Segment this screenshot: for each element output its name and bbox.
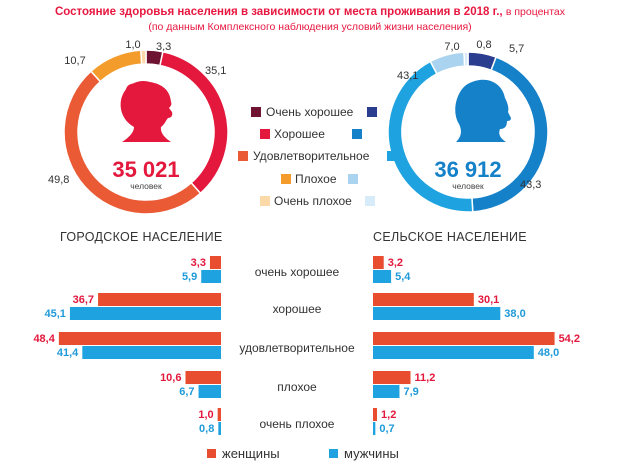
- men-donut-slice-label-1: 43,3: [520, 179, 541, 191]
- women-donut-slice-label-2: 49,8: [48, 174, 69, 186]
- urban-women-bar-2: [58, 332, 221, 345]
- legend-women-swatch-1: [260, 129, 270, 139]
- legend-label-1: Хорошее: [274, 127, 325, 141]
- legend-men-swatch-1: [352, 129, 362, 139]
- urban-women-value-2: 48,4: [33, 333, 55, 345]
- urban-men-value-0: 5,9: [182, 271, 197, 283]
- women-donut-slice-label-0: 3,3: [156, 41, 171, 53]
- women-legend-label: женщины: [222, 446, 280, 461]
- category-label-3: плохое: [277, 380, 317, 394]
- donut-women: 3,3 35,1 49,8 10,7 1,0: [48, 39, 229, 215]
- rural-women-value-1: 30,1: [478, 294, 499, 306]
- rural-women-bar-3: [373, 371, 411, 384]
- rural-women-bar-1: [373, 293, 474, 306]
- men-donut-slice-label-4: 0,8: [476, 39, 491, 51]
- male-head-icon: [455, 79, 511, 142]
- legend-women-swatch-0: [251, 107, 261, 117]
- urban-men-value-3: 6,7: [179, 386, 194, 398]
- rural-men-value-4: 0,7: [379, 423, 394, 435]
- legend-label-4: Очень плохое: [274, 194, 352, 208]
- rural-women-bar-2: [373, 332, 555, 345]
- rural-men-value-0: 5,4: [395, 271, 411, 283]
- urban-women-bar-3: [185, 371, 221, 384]
- female-head-icon: [120, 80, 173, 142]
- rural-men-bar-0: [373, 270, 392, 283]
- rural-men-value-3: 7,9: [403, 386, 418, 398]
- rural-women-bar-0: [373, 256, 384, 269]
- category-label-1: хорошее: [273, 302, 322, 316]
- rural-men-bar-4: [373, 422, 376, 435]
- women-donut-slice-label-4: 1,0: [125, 39, 140, 51]
- center-legend: Очень хорошее Хорошее Удовлетворительное Пл…: [238, 105, 397, 208]
- legend-men-swatch-4: [365, 196, 375, 206]
- men-total-label: человек: [452, 181, 484, 191]
- urban-women-bar-1: [98, 293, 221, 306]
- rural-women-value-0: 3,2: [388, 257, 403, 269]
- rural-men-value-1: 38,0: [504, 308, 525, 320]
- urban-men-value-4: 0,8: [199, 423, 214, 435]
- urban-men-bar-2: [82, 346, 221, 359]
- chart-title: Состояние здоровья населения в зависимос…: [0, 6, 620, 18]
- bar-charts: очень хорошее хорошее удовлетворительное пл…: [33, 256, 580, 435]
- rural-men-value-2: 48,0: [538, 347, 559, 359]
- urban-women-value-0: 3,3: [191, 257, 206, 269]
- men-donut-slice-label-2: 43,1: [397, 70, 418, 82]
- category-label-2: удовлетворительное: [239, 341, 355, 355]
- women-total-value: 35 021: [112, 157, 179, 182]
- legend-label-3: Плохое: [295, 172, 337, 186]
- urban-women-value-1: 36,7: [73, 294, 94, 306]
- chart-subtitle: (по данным Комплексного наблюдения услов…: [148, 21, 472, 33]
- women-donut-slice-3: [89, 49, 143, 83]
- men-legend-swatch: [329, 449, 338, 458]
- urban-men-bar-3: [198, 385, 221, 398]
- women-donut-slice-4: [140, 49, 147, 65]
- chart-title-text: Состояние здоровья населения в зависимос…: [54, 6, 503, 18]
- rural-women-value-2: 54,2: [559, 333, 580, 345]
- rural-women-value-3: 11,2: [415, 372, 436, 384]
- legend-men-swatch-3: [348, 174, 358, 184]
- urban-men-value-2: 41,4: [57, 347, 79, 359]
- men-donut-slice-3: [429, 51, 466, 75]
- men-donut-slice-4: [463, 51, 469, 67]
- rural-men-bar-3: [373, 385, 400, 398]
- men-legend-label: мужчины: [344, 446, 399, 461]
- women-total-label: человек: [130, 181, 162, 191]
- urban-women-value-3: 10,6: [160, 372, 181, 384]
- category-label-4: очень плохое: [260, 417, 335, 431]
- women-donut-slice-label-1: 35,1: [205, 65, 226, 77]
- men-donut-slice-label-0: 5,7: [509, 43, 524, 55]
- rural-men-bar-1: [373, 307, 501, 320]
- legend-women-swatch-4: [260, 196, 270, 206]
- rural-women-bar-4: [373, 408, 378, 421]
- urban-women-bar-0: [209, 256, 221, 269]
- legend-women-swatch-3: [281, 174, 291, 184]
- women-donut-slice-label-3: 10,7: [64, 55, 85, 67]
- chart-title-unit: в процентах: [505, 6, 566, 18]
- urban-section-title: ГОРОДСКОЕ НАСЕЛЕНИЕ: [60, 230, 223, 244]
- legend-women-swatch-2: [238, 151, 248, 161]
- men-total-value: 36 912: [434, 157, 501, 182]
- women-legend-swatch: [207, 449, 216, 458]
- legend-men-swatch-0: [367, 107, 377, 117]
- category-label-0: очень хорошее: [255, 265, 340, 279]
- urban-men-value-1: 45,1: [44, 308, 65, 320]
- urban-men-bar-0: [201, 270, 221, 283]
- rural-men-bar-2: [373, 346, 534, 359]
- rural-women-value-4: 1,2: [381, 409, 396, 421]
- legend-label-2: Удовлетворительное: [253, 149, 370, 163]
- urban-men-bar-4: [218, 422, 221, 435]
- urban-women-value-4: 1,0: [198, 409, 213, 421]
- men-donut-slice-label-3: 7,0: [444, 41, 459, 53]
- urban-women-bar-4: [217, 408, 221, 421]
- urban-men-bar-1: [69, 307, 221, 320]
- donut-men: 5,7 43,3 43,1 7,0 0,8: [387, 39, 549, 213]
- legend-label-0: Очень хорошее: [266, 105, 354, 119]
- rural-section-title: СЕЛЬСКОЕ НАСЕЛЕНИЕ: [373, 230, 527, 244]
- legend-men-swatch-2: [387, 151, 397, 161]
